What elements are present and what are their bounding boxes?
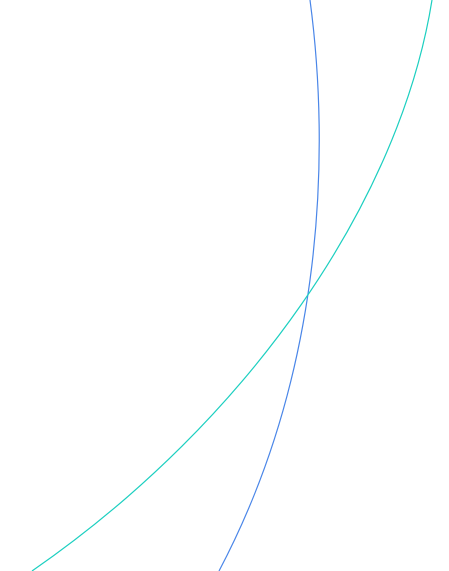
blue-curve — [218, 0, 320, 571]
teal-curve — [31, 0, 433, 571]
